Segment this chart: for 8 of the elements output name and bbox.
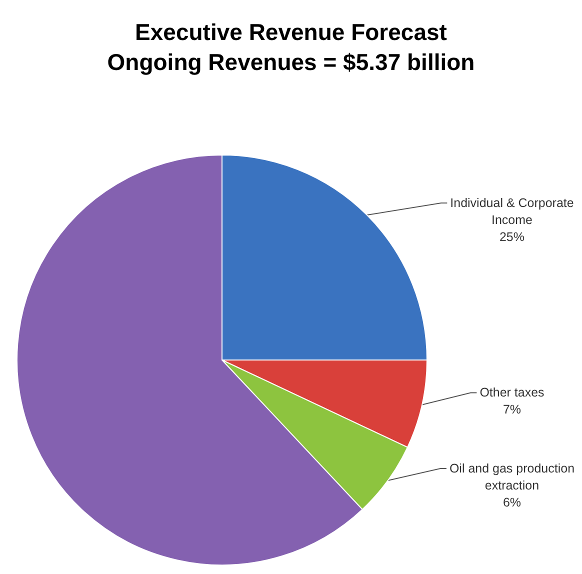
slice-label: Individual & Corporate Income [450,196,574,228]
data-label: 6% [502,495,522,510]
chart-subtitle: Ongoing Revenues = $5.37 billion [107,49,475,75]
slice-label: Other taxes [480,386,544,400]
data-label: 7% [502,402,522,417]
slice-label: Oil and gas production extraction [449,461,575,492]
chart-title: Executive Revenue Forecast [135,19,448,45]
data-label: 25% [499,230,525,244]
